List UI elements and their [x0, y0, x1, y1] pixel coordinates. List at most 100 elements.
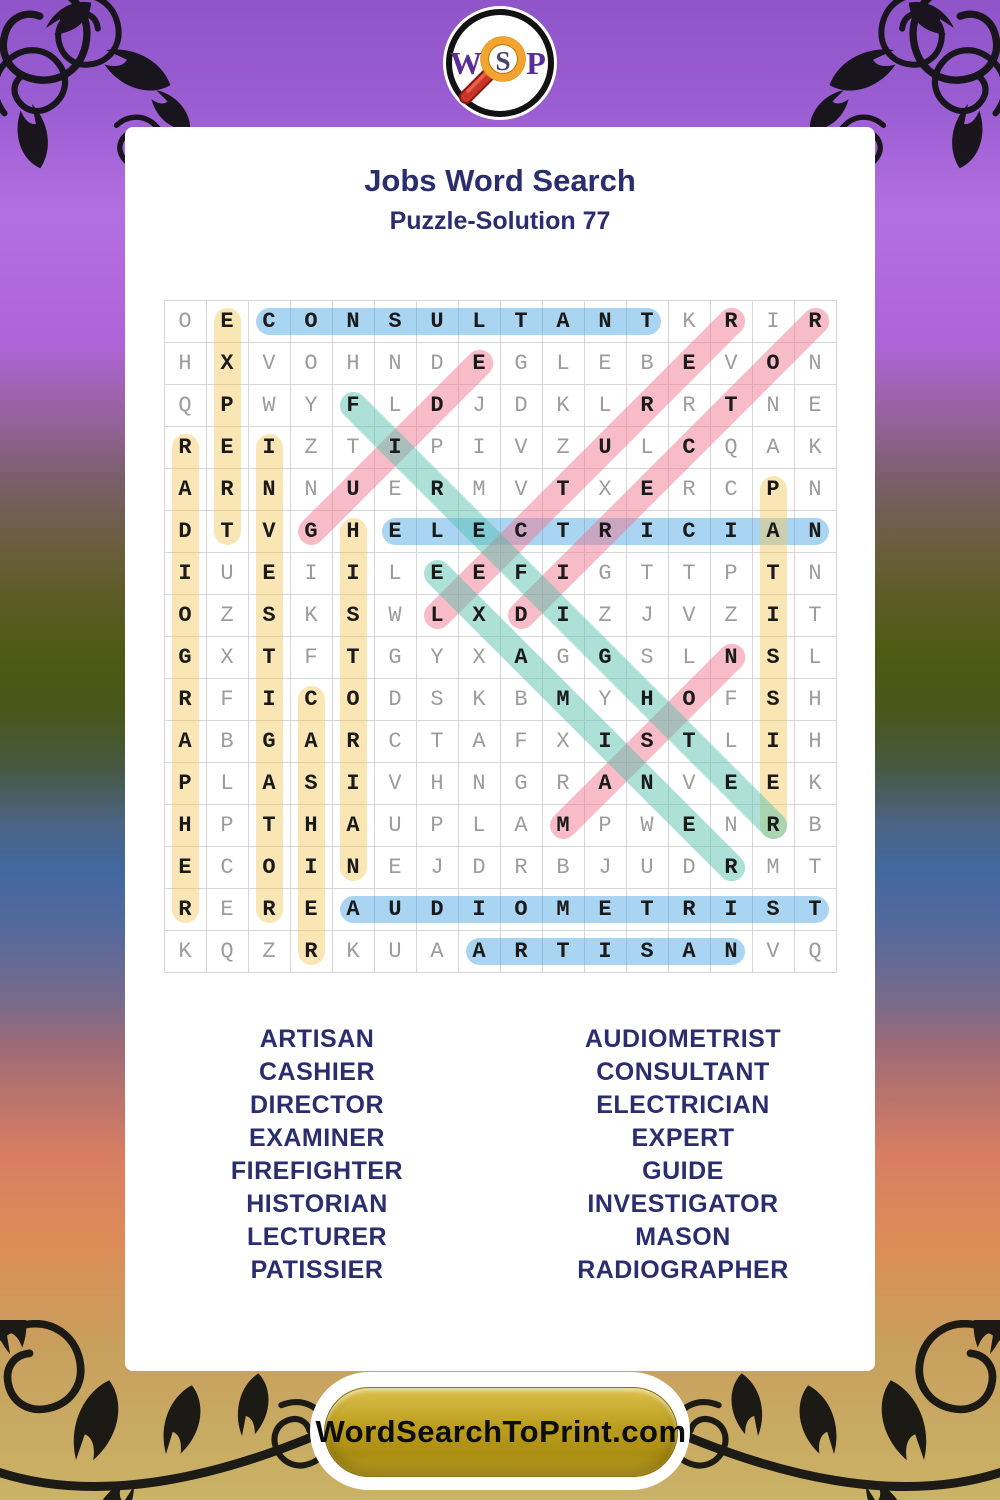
- grid-letter: Z: [724, 603, 738, 628]
- grid-letter: E: [682, 351, 696, 376]
- grid-letter: K: [808, 771, 822, 796]
- grid-letter: R: [178, 897, 192, 922]
- footer-site-label[interactable]: WordSearchToPrint.com: [315, 1414, 687, 1449]
- grid-letter: E: [808, 393, 822, 418]
- grid-letter: R: [808, 309, 822, 334]
- grid-letter: N: [724, 813, 738, 838]
- grid-letter: X: [472, 603, 486, 628]
- grid-letter: R: [430, 477, 444, 502]
- grid-letter: U: [388, 813, 402, 838]
- grid-letter: R: [178, 687, 192, 712]
- grid-letter: I: [178, 561, 192, 586]
- grid-letter: E: [640, 477, 654, 502]
- grid-letter: H: [808, 729, 822, 754]
- grid-letter: A: [682, 939, 696, 964]
- grid-letter: E: [472, 519, 486, 544]
- grid-letter: D: [514, 603, 528, 628]
- word-list-item: HISTORIAN: [246, 1190, 388, 1218]
- grid-letter: L: [472, 813, 486, 838]
- grid-letter: J: [472, 393, 486, 418]
- grid-letter: T: [556, 477, 570, 502]
- grid-letter: E: [766, 771, 780, 796]
- grid-letter: I: [598, 939, 612, 964]
- grid-letter: W: [640, 813, 654, 838]
- grid-letter: T: [220, 519, 234, 544]
- grid-letter: C: [682, 435, 696, 460]
- grid-letter: I: [724, 519, 738, 544]
- word-list-item: CONSULTANT: [596, 1058, 770, 1086]
- footer-link-button[interactable]: WordSearchToPrint.com: [310, 1372, 690, 1490]
- grid-letter: A: [598, 771, 612, 796]
- grid-letter: F: [220, 687, 234, 712]
- grid-letter: A: [178, 729, 192, 754]
- grid-letter: U: [430, 309, 444, 334]
- grid-letter: S: [766, 687, 780, 712]
- grid-letter: K: [556, 393, 570, 418]
- grid-letter: L: [220, 771, 234, 796]
- grid-letter: E: [304, 897, 318, 922]
- grid-letter: V: [682, 603, 696, 628]
- grid-letter: A: [766, 519, 780, 544]
- grid-letter: B: [514, 687, 528, 712]
- grid-letter: O: [178, 309, 192, 334]
- grid-letter: R: [262, 897, 276, 922]
- grid-letter: S: [388, 309, 402, 334]
- grid-letter: X: [556, 729, 570, 754]
- word-list-item: CASHIER: [258, 1058, 375, 1086]
- grid-letter: E: [220, 897, 234, 922]
- grid-letter: O: [304, 351, 318, 376]
- grid-letter: L: [682, 645, 696, 670]
- grid-letter: K: [178, 939, 192, 964]
- grid-letter: E: [472, 561, 486, 586]
- grid-letter: I: [388, 435, 402, 460]
- grid-letter: O: [304, 309, 318, 334]
- word-list-item: PATISSIER: [250, 1256, 384, 1284]
- grid-letter: T: [808, 603, 822, 628]
- grid-letter: J: [430, 855, 444, 880]
- grid-letter: U: [640, 855, 654, 880]
- grid-letter: M: [556, 813, 570, 838]
- grid-letter: H: [304, 813, 318, 838]
- highlight-electrician: [381, 517, 829, 545]
- grid-letter: R: [178, 435, 192, 460]
- footer-gold-pill[interactable]: WordSearchToPrint.com: [315, 1387, 686, 1477]
- grid-letter: Q: [808, 939, 822, 964]
- grid-letter: G: [262, 729, 276, 754]
- word-list-item: FIREFIGHTER: [230, 1157, 404, 1185]
- grid-letter: I: [724, 897, 738, 922]
- grid-letter: C: [724, 477, 738, 502]
- grid-letter: T: [682, 561, 696, 586]
- grid-letter: N: [262, 477, 276, 502]
- grid-letter: A: [556, 309, 570, 334]
- grid-letter: D: [514, 393, 528, 418]
- grid-letter: R: [556, 771, 570, 796]
- grid-letter: G: [514, 771, 528, 796]
- grid-letter: L: [388, 561, 402, 586]
- grid-letter: I: [262, 687, 276, 712]
- grid-letter: N: [346, 855, 360, 880]
- grid-letter: T: [430, 729, 444, 754]
- grid-letter: A: [262, 771, 276, 796]
- grid-letter: D: [430, 897, 444, 922]
- grid-letter: E: [388, 519, 402, 544]
- grid-letter: R: [220, 477, 234, 502]
- grid-letter: G: [556, 645, 570, 670]
- grid-letter: S: [346, 603, 360, 628]
- grid-letter: E: [472, 351, 486, 376]
- grid-letter: Y: [430, 645, 444, 670]
- word-list-item: INVESTIGATOR: [587, 1190, 779, 1218]
- grid-letter: T: [640, 561, 654, 586]
- grid-letter: L: [640, 435, 654, 460]
- grid-letter: W: [262, 393, 276, 418]
- grid-letter: P: [598, 813, 612, 838]
- grid-letter: U: [388, 939, 402, 964]
- grid-letter: D: [682, 855, 696, 880]
- grid-letter: V: [514, 477, 528, 502]
- grid-letter: J: [598, 855, 612, 880]
- grid-letter: I: [346, 771, 360, 796]
- grid-letter: Y: [598, 687, 612, 712]
- word-list-item: ARTISAN: [259, 1025, 375, 1053]
- grid-letter: L: [388, 393, 402, 418]
- highlight-artisan: [465, 937, 745, 965]
